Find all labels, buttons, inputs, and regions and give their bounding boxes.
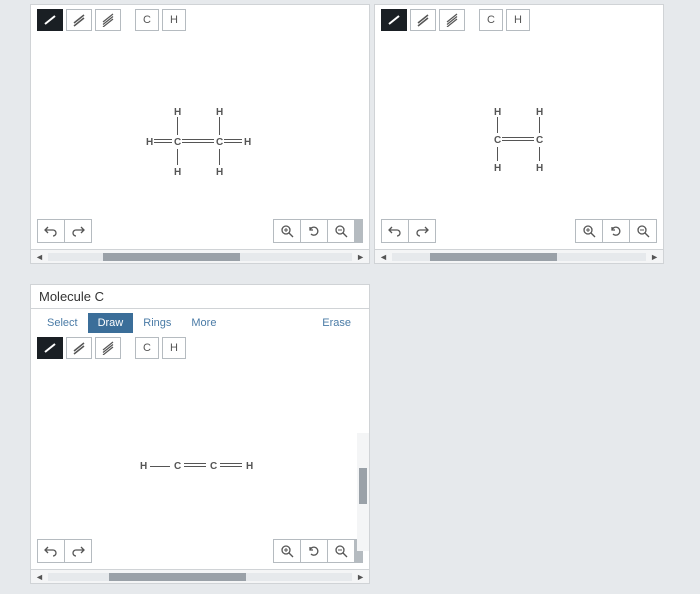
scroll-right-icon[interactable]: ► [650, 252, 659, 262]
undo-button[interactable] [381, 219, 409, 243]
atom-c-button[interactable]: C [479, 9, 503, 31]
zoom-in-button[interactable] [575, 219, 603, 243]
bond-double-button[interactable] [410, 9, 436, 31]
bond-triple-button[interactable] [439, 9, 465, 31]
zoom-reset-button[interactable] [300, 539, 328, 563]
erase-button[interactable]: Erase [310, 313, 363, 333]
bond-triple-button[interactable] [95, 337, 121, 359]
molecule-structure: H C C H [140, 459, 260, 473]
bond-triple-button[interactable] [95, 9, 121, 31]
undo-redo-group [37, 539, 92, 563]
zoom-group [575, 219, 657, 243]
tab-more[interactable]: More [181, 313, 226, 333]
zoom-in-button[interactable] [273, 219, 301, 243]
bond-tool-row: C H [31, 5, 369, 35]
bond-tool-row: C H [31, 333, 369, 363]
atom-c-button[interactable]: C [135, 9, 159, 31]
zoom-out-button[interactable] [629, 219, 657, 243]
zoom-in-button[interactable] [273, 539, 301, 563]
zoom-reset-button[interactable] [602, 219, 630, 243]
horizontal-scrollbar[interactable]: ◄ ► [31, 249, 369, 263]
panel-molecule-b: C H H H C C H H [374, 4, 664, 264]
scroll-left-icon[interactable]: ◄ [35, 252, 44, 262]
molecule-structure: H H H C C H H H [146, 107, 254, 177]
zoom-out-button[interactable] [327, 539, 355, 563]
redo-button[interactable] [64, 219, 92, 243]
zoom-group [273, 219, 363, 243]
redo-button[interactable] [408, 219, 436, 243]
tab-rings[interactable]: Rings [133, 313, 181, 333]
bond-single-button[interactable] [37, 337, 63, 359]
drawing-canvas[interactable]: H H H C C H H H [31, 35, 369, 249]
zoom-out-button[interactable] [327, 219, 355, 243]
tab-row: Select Draw Rings More Erase [31, 309, 369, 333]
undo-redo-group [37, 219, 92, 243]
molecule-structure: H H C C H H [484, 107, 554, 177]
panel-molecule-c: Molecule C Select Draw Rings More Erase … [30, 284, 370, 584]
scroll-right-icon[interactable]: ► [356, 252, 365, 262]
panel-molecule-a: C H H H H C C H H H [30, 4, 370, 264]
zoom-group [273, 539, 363, 563]
bond-single-button[interactable] [37, 9, 63, 31]
undo-redo-group [381, 219, 436, 243]
atom-h-button[interactable]: H [506, 9, 530, 31]
zoom-reset-button[interactable] [300, 219, 328, 243]
bond-single-button[interactable] [381, 9, 407, 31]
atom-h-button[interactable]: H [162, 337, 186, 359]
undo-button[interactable] [37, 539, 65, 563]
zoom-dropdown-handle[interactable] [355, 219, 363, 243]
scroll-left-icon[interactable]: ◄ [379, 252, 388, 262]
atom-c-button[interactable]: C [135, 337, 159, 359]
tab-select[interactable]: Select [37, 313, 88, 333]
redo-button[interactable] [64, 539, 92, 563]
scroll-left-icon[interactable]: ◄ [35, 572, 44, 582]
drawing-canvas[interactable]: H C C H [31, 363, 369, 569]
undo-button[interactable] [37, 219, 65, 243]
atom-h-button[interactable]: H [162, 9, 186, 31]
horizontal-scrollbar[interactable]: ◄ ► [375, 249, 663, 263]
horizontal-scrollbar[interactable]: ◄ ► [31, 569, 369, 583]
tab-draw[interactable]: Draw [88, 313, 134, 333]
panel-title: Molecule C [31, 285, 369, 309]
drawing-canvas[interactable]: H H C C H H [375, 35, 663, 249]
vertical-scrollbar[interactable] [357, 433, 369, 551]
bond-double-button[interactable] [66, 337, 92, 359]
workspace: C H H H H C C H H H [0, 0, 700, 594]
scroll-right-icon[interactable]: ► [356, 572, 365, 582]
bond-double-button[interactable] [66, 9, 92, 31]
bond-tool-row: C H [375, 5, 663, 35]
